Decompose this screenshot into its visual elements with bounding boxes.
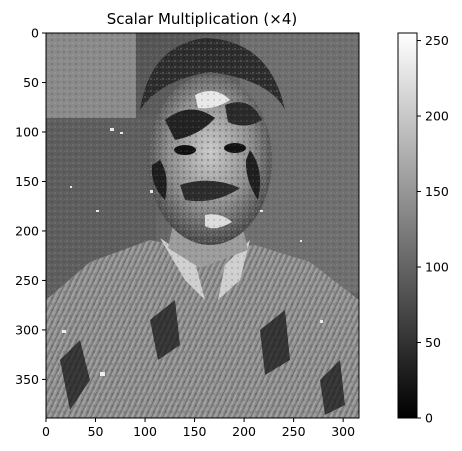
x-tick-label: 200 [232,424,256,439]
y-tick-label: 250 [15,273,39,288]
y-tick-label: 350 [15,372,39,387]
x-tick-label: 250 [282,424,306,439]
y-axis: 0 50 100 150 200 250 300 350 [15,26,46,387]
x-tick-label: 0 [42,424,50,439]
x-axis: 0 50 100 150 200 250 300 [42,418,355,439]
plot-frame [45,32,360,419]
y-tick-label: 300 [15,322,39,337]
colorbar-tick-label: 150 [425,184,449,199]
y-tick-label: 50 [23,75,39,90]
colorbar-tick-label: 100 [425,260,449,275]
colorbar-tick-label: 0 [425,411,433,426]
heatmap-image [46,33,359,418]
colorbar-tick-label: 50 [425,335,441,350]
colorbar-tick-label: 250 [425,33,449,48]
chart-title: Scalar Multiplication (×4) [107,10,298,28]
y-tick-label: 0 [31,26,39,41]
y-tick-label: 200 [15,223,39,238]
colorbar: 0 50 100 150 200 250 [397,32,449,426]
x-tick-label: 100 [133,424,157,439]
colorbar-tick-label: 200 [425,109,449,124]
x-tick-label: 150 [183,424,207,439]
y-tick-label: 100 [15,124,39,139]
colorbar-axis: 0 50 100 150 200 250 [417,33,449,426]
colorbar-gradient [397,32,418,419]
x-tick-label: 300 [331,424,355,439]
y-tick-label: 150 [15,174,39,189]
x-tick-label: 50 [88,424,104,439]
